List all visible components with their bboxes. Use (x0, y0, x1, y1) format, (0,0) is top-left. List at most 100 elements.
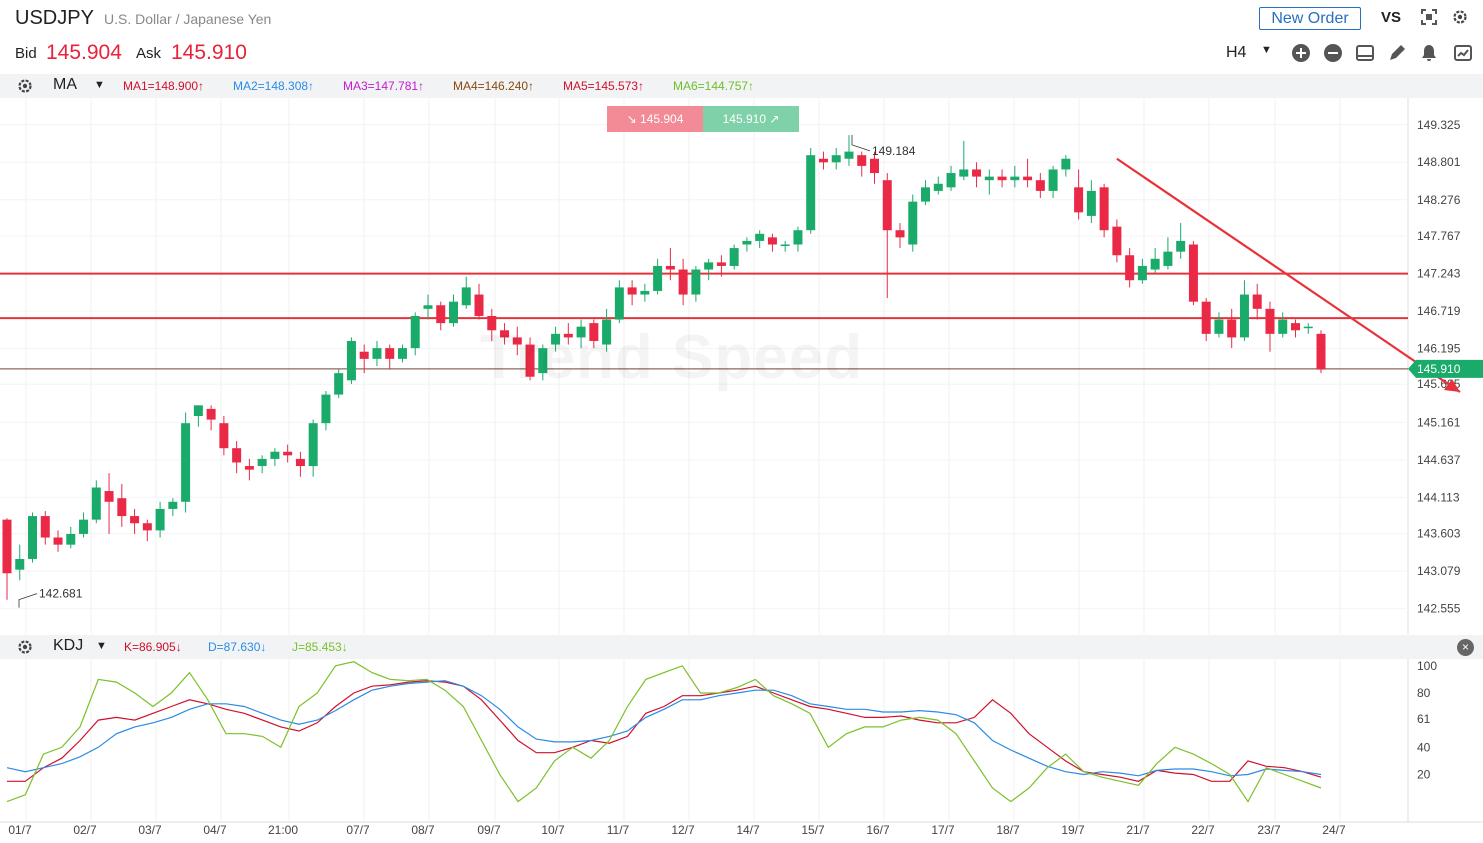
candle-body (691, 269, 701, 295)
candle-body (614, 287, 624, 320)
candle-body (104, 491, 114, 502)
ask-label: Ask (136, 45, 162, 62)
candle-body (1227, 319, 1237, 338)
candle-body (436, 305, 446, 324)
x-tick-label: 15/7 (801, 823, 825, 837)
candle-body (755, 233, 765, 241)
kdj-indicator-name[interactable]: KDJ (53, 637, 84, 654)
candle-body (1265, 308, 1275, 334)
sell-quote-button[interactable]: ↘ 145.904 (607, 106, 703, 132)
candle-body (308, 423, 318, 467)
candle-body (372, 348, 382, 359)
current-price-badge-label: 145.910 (1417, 362, 1461, 376)
close-indicator-icon[interactable]: × (1457, 639, 1474, 656)
y-tick-label: 144.637 (1417, 453, 1461, 467)
candle-body (742, 240, 752, 245)
candle-body (1163, 251, 1173, 266)
chevron-down-icon[interactable]: ▼ (1261, 44, 1272, 56)
low-marker (18, 593, 38, 608)
x-tick-label: 21:00 (268, 823, 298, 837)
y-tick-label: 143.603 (1417, 527, 1461, 541)
candle-body (1099, 187, 1109, 231)
x-tick-label: 14/7 (736, 823, 760, 837)
candle-body (487, 315, 497, 331)
candle-body (461, 287, 471, 306)
candle-body (474, 294, 484, 316)
candle-body (295, 458, 305, 467)
candle-body (627, 287, 637, 295)
candle-body (385, 348, 395, 359)
ma5-value: MA5=145.573↑ (563, 79, 645, 93)
candle-body (1010, 176, 1020, 181)
candle-body (869, 158, 879, 174)
candle-body (270, 451, 280, 459)
candle-body (117, 498, 127, 517)
candle-body (206, 408, 216, 420)
ma6-value: MA6=144.757↑ (673, 79, 755, 93)
candle-body (1035, 180, 1045, 191)
chevron-down-icon[interactable]: ▼ (96, 640, 107, 652)
ma-settings-gear-icon[interactable] (16, 77, 34, 95)
x-tick-label: 08/7 (411, 823, 435, 837)
candle-body (15, 558, 25, 570)
candle-body (28, 516, 38, 559)
kdj-settings-gear-icon[interactable] (16, 638, 34, 656)
candle-body (678, 269, 688, 295)
zoom-out-icon[interactable] (1323, 43, 1343, 63)
candle-body (844, 151, 854, 159)
candle-body (1125, 255, 1135, 281)
candle-body (410, 315, 420, 349)
candle-body (283, 451, 293, 456)
candle-body (857, 155, 867, 166)
candle-body (449, 301, 459, 324)
candle-body (1188, 244, 1198, 302)
candle-body (997, 176, 1007, 181)
kdj-y-tick-label: 80 (1417, 686, 1431, 700)
candle-body (219, 423, 229, 449)
kdj-j-line (6, 661, 1322, 803)
candle-body (921, 187, 931, 202)
candle-body (793, 230, 803, 245)
x-tick-label: 22/7 (1191, 823, 1215, 837)
x-tick-label: 09/7 (477, 823, 501, 837)
candle-body (232, 448, 242, 463)
candle-body (1239, 294, 1249, 338)
settings-gear-icon[interactable] (1451, 8, 1469, 26)
timeframe-selector[interactable]: H4 (1226, 44, 1247, 61)
ma4-value: MA4=146.240↑ (453, 79, 535, 93)
y-tick-label: 148.276 (1417, 193, 1461, 207)
alert-bell-icon[interactable] (1419, 43, 1439, 63)
candle-body (882, 180, 892, 231)
candle-body (525, 344, 535, 377)
x-tick-label: 01/7 (8, 823, 32, 837)
candle-body (538, 348, 548, 374)
chart-type-icon[interactable] (1453, 43, 1473, 63)
compare-button[interactable]: VS (1381, 9, 1402, 26)
chevron-down-icon[interactable]: ▼ (94, 79, 105, 91)
candle-body (66, 533, 76, 545)
ma3-value: MA3=147.781↑ (343, 79, 425, 93)
bid-label: Bid (15, 45, 37, 62)
ask-price: 145.910 (171, 41, 247, 64)
candle-body (155, 508, 165, 531)
candle-body (806, 155, 816, 231)
ma2-value: MA2=148.308↑ (233, 79, 315, 93)
candle-body (244, 466, 254, 470)
x-tick-label: 02/7 (73, 823, 97, 837)
draw-pencil-icon[interactable] (1387, 43, 1407, 63)
new-order-button[interactable]: New Order (1259, 7, 1361, 30)
buy-quote-button[interactable]: 145.910 ↗ (703, 106, 799, 132)
fullscreen-icon[interactable] (1421, 9, 1437, 25)
x-tick-label: 17/7 (931, 823, 955, 837)
symbol-name[interactable]: USDJPY (15, 7, 94, 29)
candle-body (551, 333, 561, 345)
candle-body (346, 340, 356, 381)
ma-indicator-name[interactable]: MA (53, 76, 77, 93)
candle-body (729, 248, 739, 266)
layout-icon[interactable] (1355, 43, 1375, 63)
candle-body (1303, 326, 1313, 329)
y-tick-label: 147.243 (1417, 267, 1461, 281)
candle-body (500, 330, 510, 338)
zoom-in-icon[interactable] (1291, 43, 1311, 63)
